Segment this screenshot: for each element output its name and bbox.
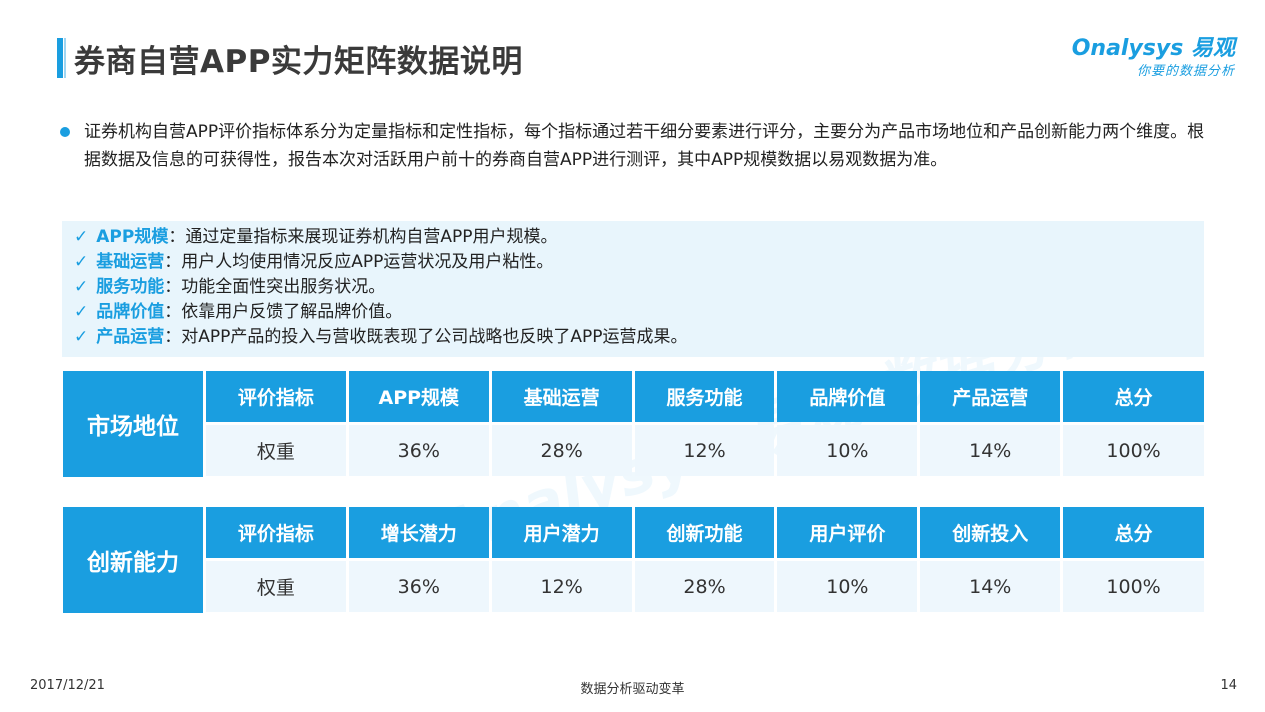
check-icon: ✓ — [74, 227, 89, 247]
criteria-checklist: ✓ APP规模：通过定量指标来展现证券机构自营APP用户规模。 ✓ 基础运营：用户人… — [62, 221, 1204, 357]
value-cell: 36% — [348, 425, 489, 476]
value-cell: 28% — [491, 425, 632, 476]
header-cell: 基础运营 — [491, 371, 632, 422]
page-title: 券商自营APP实力矩阵数据说明 — [74, 44, 523, 80]
value-cell: 14% — [920, 425, 1061, 476]
title-accent-bar — [57, 38, 63, 78]
header-cell: 用户评价 — [777, 507, 918, 558]
value-cell: 28% — [634, 561, 775, 612]
check-item-product-ops: ✓ 产品运营：对APP产品的投入与营收既表现了公司战略也反映了APP运营成果。 — [62, 325, 1204, 350]
logo-main-text: Onalysys 易观 — [1071, 36, 1235, 61]
header-cell: APP规模 — [348, 371, 489, 422]
check-icon: ✓ — [74, 327, 89, 347]
header-cell: 创新投入 — [920, 507, 1061, 558]
page-number: 14 — [1220, 678, 1237, 693]
header-cell: 用户潜力 — [491, 507, 632, 558]
value-cell: 100% — [1063, 425, 1205, 476]
header-cell: 总分 — [1063, 371, 1205, 422]
check-label: 产品运营 — [96, 327, 165, 347]
check-label: 服务功能 — [96, 277, 165, 297]
check-label: 基础运营 — [96, 252, 165, 272]
check-icon: ✓ — [74, 302, 89, 322]
check-item-service-function: ✓ 服务功能：功能全面性突出服务状况。 — [62, 275, 1204, 300]
check-desc: ：依靠用户反馈了解品牌价值。 — [164, 302, 403, 322]
check-desc: ：通过定量指标来展现证券机构自营APP用户规模。 — [168, 227, 558, 247]
header-cell: 产品运营 — [920, 371, 1061, 422]
footer-slogan: 数据分析驱动变革 — [580, 682, 685, 697]
value-cell: 10% — [777, 561, 918, 612]
value-cell: 权重 — [206, 425, 346, 476]
header-cell: 增长潜力 — [348, 507, 489, 558]
header-cell: 品牌价值 — [777, 371, 918, 422]
check-label: APP规模 — [96, 227, 169, 247]
header-cell: 总分 — [1063, 507, 1205, 558]
value-cell: 36% — [348, 561, 489, 612]
table-title: 市场地位 — [63, 371, 203, 477]
intro-paragraph: 证券机构自营APP评价指标体系分为定量指标和定性指标，每个指标通过若干细分要素进… — [60, 118, 1210, 174]
value-cell: 12% — [634, 425, 775, 476]
market-position-table: 市场地位 评价指标 APP规模 基础运营 服务功能 品牌价值 产品运营 总分 权… — [63, 371, 1205, 477]
check-desc: ：功能全面性突出服务状况。 — [164, 277, 386, 297]
header-cell: 评价指标 — [206, 507, 346, 558]
table-row: 权重 36% 12% 28% 10% 14% 100% — [206, 561, 1205, 612]
value-cell: 10% — [777, 425, 918, 476]
check-item-basic-ops: ✓ 基础运营：用户人均使用情况反应APP运营状况及用户粘性。 — [62, 250, 1204, 275]
table-title: 创新能力 — [63, 507, 203, 613]
table-header-row: 评价指标 增长潜力 用户潜力 创新功能 用户评价 创新投入 总分 — [206, 507, 1205, 558]
analysys-logo: Onalysys 易观 你要的数据分析 — [1071, 30, 1235, 80]
innovation-table: 创新能力 评价指标 增长潜力 用户潜力 创新功能 用户评价 创新投入 总分 权重… — [63, 507, 1205, 613]
check-icon: ✓ — [74, 277, 89, 297]
value-cell: 12% — [491, 561, 632, 612]
check-item-brand-value: ✓ 品牌价值：依靠用户反馈了解品牌价值。 — [62, 300, 1204, 325]
header-cell: 服务功能 — [634, 371, 775, 422]
value-cell: 100% — [1063, 561, 1205, 612]
intro-text: 证券机构自营APP评价指标体系分为定量指标和定性指标，每个指标通过若干细分要素进… — [84, 122, 1205, 170]
check-desc: ：用户人均使用情况反应APP运营状况及用户粘性。 — [164, 252, 554, 272]
header-cell: 创新功能 — [634, 507, 775, 558]
value-cell: 14% — [920, 561, 1061, 612]
bullet-dot-icon — [60, 127, 70, 137]
footer-date: 2017/12/21 — [30, 678, 105, 693]
check-desc: ：对APP产品的投入与营收既表现了公司战略也反映了APP运营成果。 — [164, 327, 688, 347]
check-label: 品牌价值 — [96, 302, 165, 322]
title-accent-bar-light — [64, 38, 66, 78]
logo-slogan: 你要的数据分析 — [1136, 64, 1235, 79]
table-header-row: 评价指标 APP规模 基础运营 服务功能 品牌价值 产品运营 总分 — [206, 371, 1205, 422]
value-cell: 权重 — [206, 561, 346, 612]
check-icon: ✓ — [74, 252, 89, 272]
header-cell: 评价指标 — [206, 371, 346, 422]
table-row: 权重 36% 28% 12% 10% 14% 100% — [206, 425, 1205, 476]
check-item-app-scale: ✓ APP规模：通过定量指标来展现证券机构自营APP用户规模。 — [62, 225, 1204, 250]
